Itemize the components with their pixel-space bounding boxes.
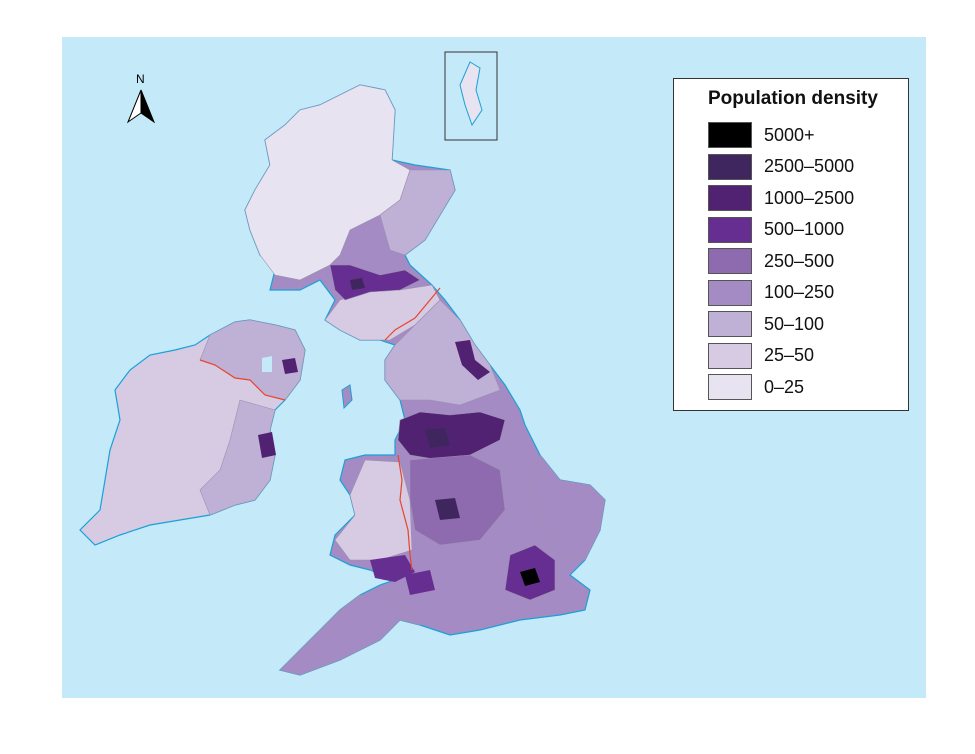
- legend-swatch: [708, 153, 752, 180]
- region-east-anglia: [529, 454, 606, 561]
- legend-item: 5000+: [708, 121, 815, 149]
- legend-item: 50–100: [708, 310, 824, 338]
- legend-label: 2500–5000: [764, 156, 855, 176]
- legend-item: 25–50: [708, 342, 814, 370]
- region-northern-england: [384, 299, 501, 406]
- legend-swatch: [708, 185, 752, 211]
- legend-label: 50–100: [764, 313, 825, 334]
- region-dublin: [258, 432, 276, 458]
- region-glasgow: [350, 278, 365, 290]
- region-london: [520, 568, 540, 586]
- legend-swatch: [708, 248, 752, 274]
- region-manchester: [425, 428, 450, 448]
- region-south-west: [279, 594, 421, 676]
- region-central-belt: [329, 264, 421, 301]
- region-aberdeenshire: [379, 169, 456, 256]
- north-arrow-icon-dark: [140, 89, 156, 124]
- legend-label: 1000–2500: [764, 187, 855, 208]
- region-wales-rural: [334, 459, 413, 561]
- ireland-border: [199, 359, 286, 401]
- legend-swatch: [708, 279, 752, 306]
- legend-label: 250–500: [764, 250, 835, 271]
- region-lancs-yorks: [397, 411, 506, 461]
- legend-title: Population density: [708, 88, 878, 109]
- north-label: N: [136, 72, 145, 86]
- legend-label: 0–25: [764, 376, 805, 397]
- legend-label: 100–250: [764, 282, 835, 302]
- england-wales-border: [397, 454, 413, 571]
- region-tyneside: [455, 340, 490, 380]
- legend-swatch: [708, 342, 752, 369]
- region-highlands: [244, 84, 411, 281]
- region-birmingham: [435, 498, 460, 520]
- legend-swatch: [708, 311, 752, 337]
- legend-item: 1000–2500: [708, 184, 854, 212]
- region-east-ireland: [199, 399, 276, 516]
- legend-label: 25–50: [764, 345, 815, 365]
- shetland: [459, 61, 483, 127]
- lough-neagh: [262, 356, 272, 372]
- region-midlands: [409, 454, 506, 546]
- legend-label: 500–1000: [764, 219, 845, 239]
- legend-item: 2500–5000: [708, 153, 854, 181]
- legend-label: 5000+: [764, 124, 815, 145]
- legend-swatch: [708, 216, 752, 243]
- region-belfast: [282, 358, 298, 374]
- legend-swatch: [708, 122, 752, 148]
- england-scotland-border: [384, 287, 441, 341]
- isle-of-man: [341, 384, 353, 410]
- legend-item: 0–25: [708, 373, 804, 401]
- region-south-wales: [370, 555, 415, 582]
- legend-swatch: [708, 374, 752, 400]
- legend-item: 250–500: [708, 247, 834, 275]
- legend-item: 500–1000: [708, 216, 844, 244]
- legend: Population density 5000+ 2500–5000 1000–25…: [673, 78, 909, 411]
- shetland-inset-frame: [444, 51, 498, 141]
- legend-item: 100–250: [708, 279, 834, 307]
- region-bristol: [405, 570, 435, 595]
